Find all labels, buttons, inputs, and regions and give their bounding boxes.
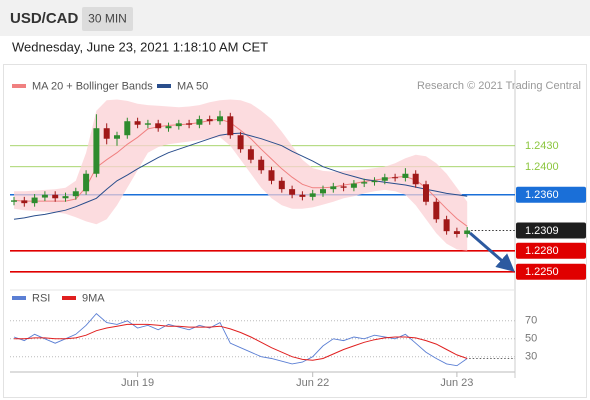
legend-swatch xyxy=(12,84,26,88)
candle-body xyxy=(144,123,151,125)
ma-line xyxy=(13,118,468,227)
candle-body xyxy=(423,184,429,202)
x-tick-label: Jun 19 xyxy=(121,377,154,389)
candle-body xyxy=(62,196,69,199)
timeframe: 30 MIN xyxy=(88,12,127,26)
level-label-box xyxy=(516,242,586,259)
candle-body xyxy=(340,186,347,188)
candle-body xyxy=(289,189,296,195)
legend-label: MA 20 + Bollinger Bands xyxy=(32,80,153,92)
candle-body xyxy=(392,177,399,179)
candle-body xyxy=(103,128,110,139)
rsi-line xyxy=(14,323,468,361)
legend-label: MA 50 xyxy=(177,80,208,92)
level-label: 1.2430 xyxy=(525,140,559,152)
candle-body xyxy=(237,135,244,150)
timeframe-badge xyxy=(82,7,133,31)
candle-body xyxy=(114,135,120,139)
candle-body xyxy=(453,231,460,234)
candle-body xyxy=(381,177,388,181)
candle-body xyxy=(309,193,316,197)
current-price-label: 1.2309 xyxy=(525,225,559,237)
candle-body xyxy=(330,186,337,190)
candle-body xyxy=(206,119,213,122)
candle-body xyxy=(72,191,79,197)
level-label: 1.2400 xyxy=(525,161,559,173)
level-label: 1.2360 xyxy=(525,189,559,201)
plot-area: MA 20 + Bollinger Bands MA 50 1.2430 1.2400… xyxy=(10,80,586,389)
candle-body xyxy=(402,173,409,178)
candle-body xyxy=(155,123,162,129)
candle-body xyxy=(278,180,285,190)
candle-body xyxy=(11,200,17,202)
source: Research © 2021 Trading Central xyxy=(417,80,581,92)
candle-body xyxy=(83,173,90,192)
level-label-box xyxy=(516,186,586,203)
candle-body xyxy=(320,189,326,194)
legend-swatch xyxy=(62,296,76,300)
candle-body xyxy=(443,219,450,232)
legend-label: 9MA xyxy=(82,292,105,304)
candle-body xyxy=(175,123,182,127)
candle-body xyxy=(124,121,131,136)
candle-body xyxy=(464,230,471,234)
legend-swatch xyxy=(12,296,26,300)
candle-body xyxy=(350,183,357,188)
legend-swatch xyxy=(157,84,171,88)
candle-body xyxy=(258,159,265,171)
candle-body xyxy=(196,119,203,125)
candle-body xyxy=(21,200,28,204)
candle-body xyxy=(433,201,440,220)
candle-body xyxy=(268,170,275,181)
candle-body xyxy=(247,149,254,160)
candle-body xyxy=(299,194,306,197)
candle-body xyxy=(41,194,48,198)
datetime: Wednesday, June 23, 2021 1:18:10 AM CET xyxy=(12,39,268,54)
candle-body xyxy=(31,197,38,204)
symbol: USD/CAD xyxy=(10,10,79,27)
chart-frame xyxy=(3,64,587,398)
y-tick-label: 70 xyxy=(525,315,537,327)
candle-body xyxy=(412,173,419,185)
y-tick-label: 50 xyxy=(525,333,537,345)
candle-body xyxy=(52,194,59,199)
legend-label: RSI xyxy=(32,292,50,304)
level-label: 1.2280 xyxy=(525,245,559,257)
candle-body xyxy=(134,121,141,125)
y-tick-label: 30 xyxy=(525,351,537,363)
x-tick-label: Jun 23 xyxy=(440,377,473,389)
candle-body xyxy=(361,182,368,184)
x-tick-label: Jun 22 xyxy=(296,377,329,389)
forecast-arrow xyxy=(469,231,515,272)
level-label: 1.2250 xyxy=(525,266,559,278)
rsi-line xyxy=(13,312,468,367)
candle-body xyxy=(165,126,172,129)
candle-body xyxy=(217,116,223,122)
level-label-box xyxy=(516,263,586,280)
candle-body xyxy=(186,123,193,125)
candle-body xyxy=(371,180,378,183)
candle-body xyxy=(227,116,234,136)
current-price-box xyxy=(516,222,586,239)
bollinger-band xyxy=(14,99,468,251)
candle-body xyxy=(93,128,100,174)
